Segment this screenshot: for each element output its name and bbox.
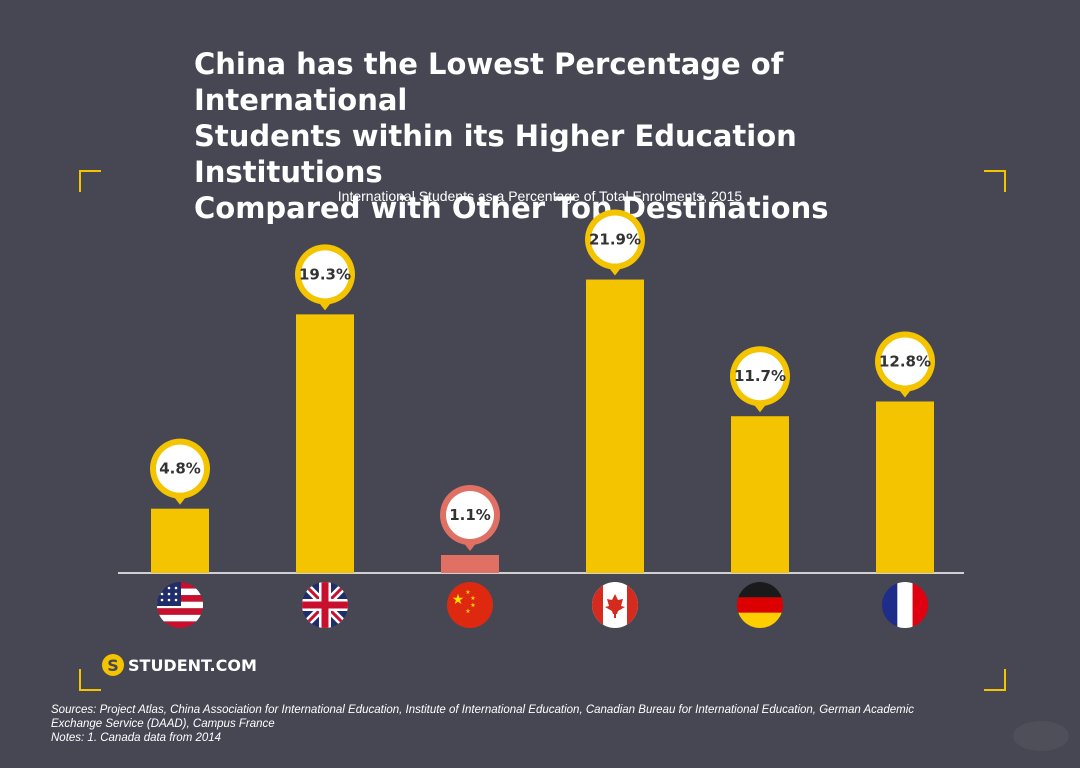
sources-note: Sources: Project Atlas, China Associatio… xyxy=(51,703,1051,745)
bar-group-united-states: 4.8% xyxy=(150,438,210,573)
svg-text:★: ★ xyxy=(470,602,475,609)
frame-corner-bottom-right xyxy=(984,669,1006,691)
data-label: 4.8% xyxy=(159,460,201,478)
bar xyxy=(296,314,354,573)
canada-flag-icon xyxy=(592,582,638,628)
value-bubble-inner xyxy=(301,250,349,299)
data-label: 12.8% xyxy=(879,352,931,370)
sources-line-2: Exchange Service (DAAD), Campus France xyxy=(51,718,275,730)
value-bubble-inner xyxy=(156,444,204,493)
svg-text:★: ★ xyxy=(470,595,475,602)
bar-group-united-kingdom: 19.3% xyxy=(295,244,355,573)
title-line-2: Students within its Higher Education Ins… xyxy=(194,119,797,189)
us-flag-icon xyxy=(157,582,203,628)
frame-corner-top-left xyxy=(79,170,101,192)
bar xyxy=(586,279,644,573)
frame-corner-top-right xyxy=(984,170,1006,192)
frame-corner-bottom-left xyxy=(79,669,101,691)
bar xyxy=(151,508,209,573)
bar xyxy=(876,401,934,573)
bar-group-france: 12.8% xyxy=(875,331,935,573)
data-label: 1.1% xyxy=(449,506,491,524)
title-line-1: China has the Lowest Percentage of Inter… xyxy=(194,47,784,117)
sources-line-1: Sources: Project Atlas, China Associatio… xyxy=(51,704,914,716)
title-line-3: Compared with Other Top Destinations xyxy=(194,191,829,225)
brand-logo: S STUDENT.COM xyxy=(102,654,257,676)
data-label: 21.9% xyxy=(589,231,641,249)
student-com-logo-icon: S xyxy=(102,654,124,676)
germany-flag-icon xyxy=(737,582,783,628)
uk-flag-icon xyxy=(302,582,348,628)
svg-text:★: ★ xyxy=(452,592,465,608)
bar xyxy=(441,555,499,573)
bar-group-germany: 11.7% xyxy=(730,346,790,573)
value-bubble-inner xyxy=(881,337,929,386)
bar xyxy=(731,416,789,573)
svg-text:★: ★ xyxy=(465,589,470,596)
france-flag-icon xyxy=(882,582,928,628)
china-flag-icon: ★ ★★★★ xyxy=(447,582,493,628)
value-bubble-inner xyxy=(736,352,784,401)
data-label: 11.7% xyxy=(734,367,786,385)
chart-subtitle: International Students as a Percentage o… xyxy=(337,188,743,204)
value-bubble-inner xyxy=(446,491,494,539)
decorative-blob xyxy=(1013,721,1069,751)
svg-text:★: ★ xyxy=(465,608,470,615)
bar-group-china: 1.1% xyxy=(440,485,500,573)
page-title: China has the Lowest Percentage of Inter… xyxy=(194,46,994,226)
value-bubble-inner xyxy=(591,215,639,264)
bar-group-canada: 21.9% xyxy=(585,209,645,573)
notes-line: Notes: 1. Canada data from 2014 xyxy=(51,732,222,744)
data-label: 19.3% xyxy=(299,265,351,283)
brand-name: STUDENT.COM xyxy=(128,655,257,675)
